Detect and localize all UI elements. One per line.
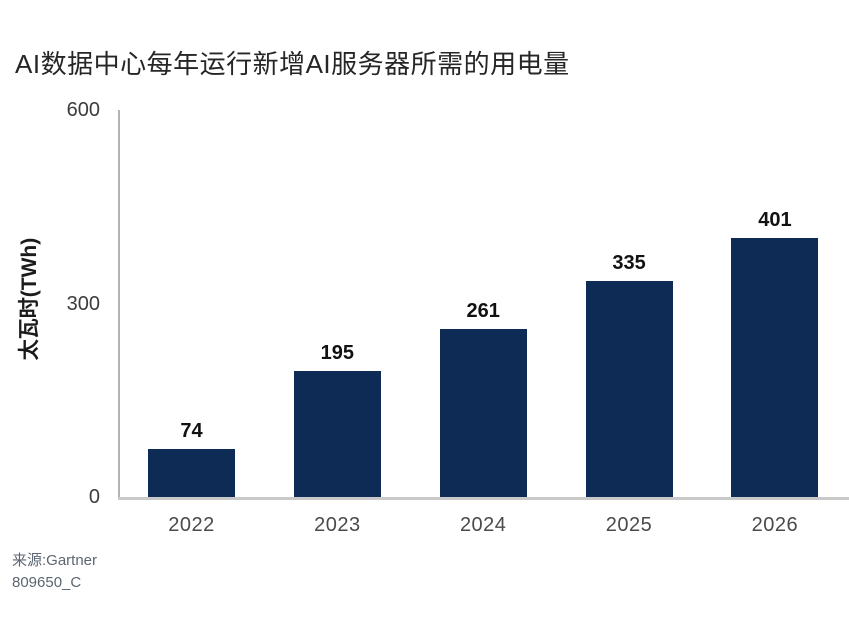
bar-2024: [439, 329, 527, 497]
x-axis-label-2026: 2026: [751, 514, 799, 536]
bar-2023: [293, 371, 381, 497]
bar-value-label: 195: [320, 342, 355, 364]
bar-2022: [148, 449, 235, 497]
x-axis-label-2025: 2025: [605, 514, 653, 536]
y-tick-label: 0: [88, 486, 100, 508]
x-axis-line: [118, 497, 849, 500]
bar-2025: [585, 281, 673, 497]
y-tick-label: 600: [66, 99, 100, 121]
bar-2026: [731, 238, 819, 497]
x-axis-label-2024: 2024: [459, 514, 507, 536]
bar-value-label: 401: [758, 209, 792, 231]
chart-title: AI数据中心每年运行新增AI服务器所需的用电量: [15, 49, 570, 79]
bar-value-label: 335: [612, 252, 646, 274]
bar-value-label: 74: [180, 420, 203, 442]
x-axis-label-2023: 2023: [314, 514, 361, 536]
bar-value-label: 261: [466, 300, 500, 322]
y-tick-label: 300: [66, 292, 100, 315]
x-axis-label-2022: 2022: [168, 514, 215, 536]
y-axis-line: [118, 110, 120, 499]
source-label: 来源:Gartner: [12, 552, 98, 569]
document-id: 809650_C: [12, 574, 82, 591]
